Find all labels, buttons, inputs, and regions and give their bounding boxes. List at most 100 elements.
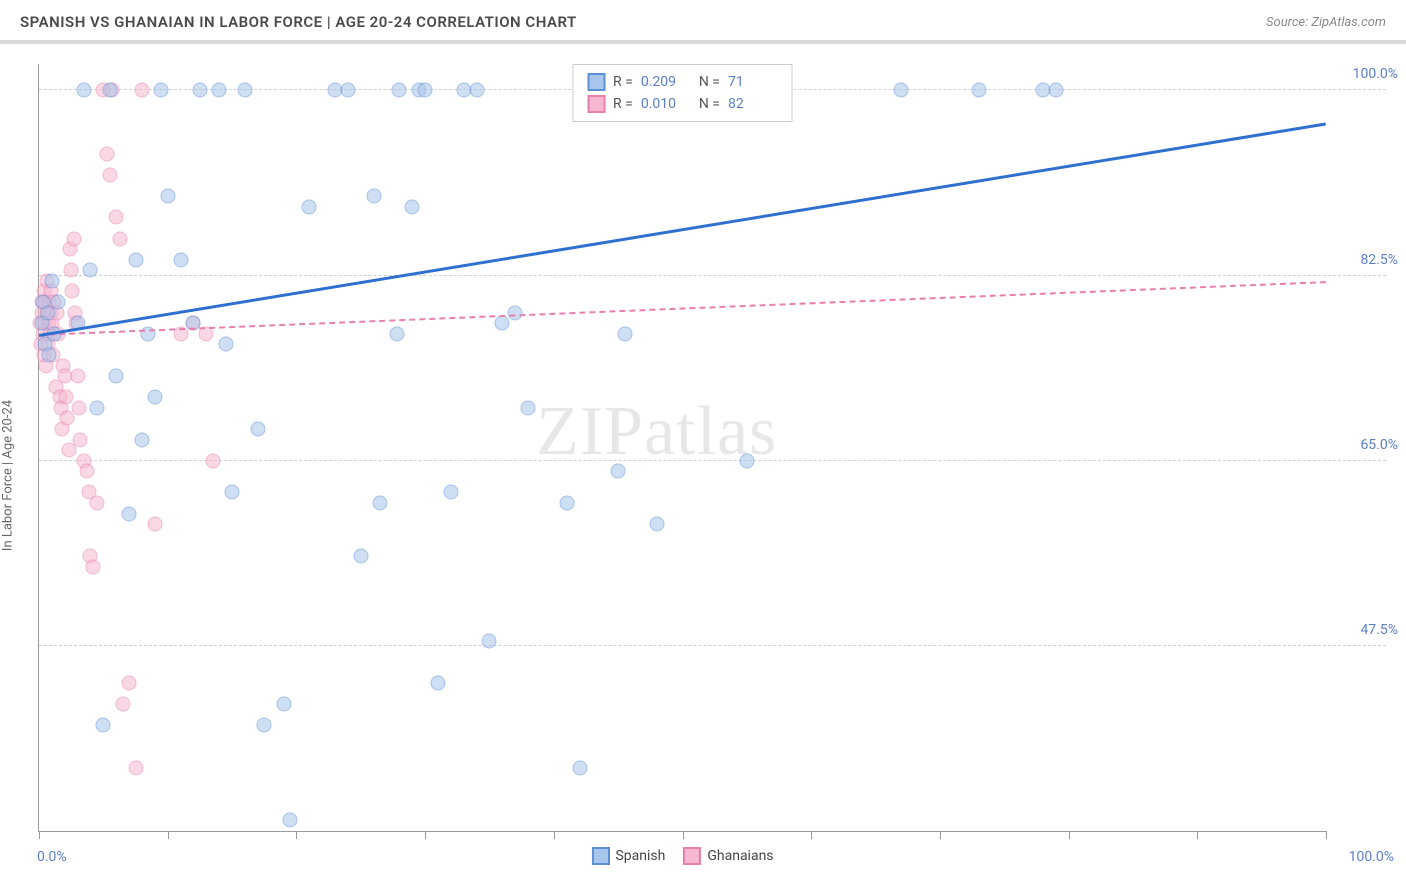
scatter-point-spanish — [122, 506, 137, 521]
scatter-point-spanish — [257, 718, 272, 733]
scatter-point-spanish — [128, 252, 143, 267]
scatter-point-ghanaian — [61, 443, 76, 458]
scatter-point-spanish — [302, 199, 317, 214]
scatter-point-ghanaian — [89, 496, 104, 511]
r-value: 0.209 — [641, 74, 691, 90]
x-tick — [296, 831, 297, 839]
legend-swatch-icon — [683, 847, 701, 865]
scatter-point-ghanaian — [113, 231, 128, 246]
scatter-point-ghanaian — [147, 517, 162, 532]
legend-stat-row: R =0.010N =82 — [587, 93, 778, 115]
y-tick-label: 82.5% — [1332, 252, 1398, 268]
scatter-point-spanish — [276, 697, 291, 712]
legend-series-item: Ghanaians — [683, 847, 773, 865]
scatter-point-ghanaian — [100, 146, 115, 161]
scatter-point-spanish — [971, 83, 986, 98]
x-tick — [168, 831, 169, 839]
scatter-point-spanish — [649, 517, 664, 532]
x-tick — [425, 831, 426, 839]
gridline — [39, 645, 1386, 646]
scatter-point-ghanaian — [115, 697, 130, 712]
scatter-point-spanish — [559, 496, 574, 511]
watermark-bold: ZIP — [536, 393, 644, 470]
scatter-point-ghanaian — [64, 263, 79, 278]
source-attribution: Source: ZipAtlas.com — [1266, 15, 1386, 30]
scatter-point-ghanaian — [205, 453, 220, 468]
legend-series-item: Spanish — [591, 847, 665, 865]
scatter-point-spanish — [495, 316, 510, 331]
scatter-point-ghanaian — [70, 369, 85, 384]
scatter-point-spanish — [96, 718, 111, 733]
scatter-point-spanish — [51, 295, 66, 310]
watermark-rest: atlas — [644, 393, 777, 470]
scatter-point-ghanaian — [71, 400, 86, 415]
scatter-point-ghanaian — [109, 210, 124, 225]
scatter-point-ghanaian — [73, 432, 88, 447]
scatter-point-spanish — [89, 400, 104, 415]
scatter-point-ghanaian — [128, 760, 143, 775]
plot-container: In Labor Force | Age 20-24 R =0.209N =71… — [0, 44, 1406, 892]
scatter-point-spanish — [389, 326, 404, 341]
correlation-legend: R =0.209N =71R =0.010N =82 — [572, 64, 793, 122]
scatter-point-ghanaian — [66, 231, 81, 246]
n-label: N = — [699, 96, 720, 112]
chart-header: SPANISH VS GHANAIAN IN LABOR FORCE | AGE… — [0, 0, 1406, 44]
scatter-point-spanish — [77, 83, 92, 98]
x-tick — [940, 831, 941, 839]
n-label: N = — [699, 74, 720, 90]
scatter-point-spanish — [212, 83, 227, 98]
scatter-point-spanish — [218, 337, 233, 352]
scatter-point-spanish — [366, 189, 381, 204]
legend-series-label: Ghanaians — [707, 848, 773, 864]
scatter-point-spanish — [739, 453, 754, 468]
scatter-point-ghanaian — [122, 675, 137, 690]
x-tick — [554, 831, 555, 839]
scatter-point-spanish — [42, 347, 57, 362]
scatter-point-spanish — [469, 83, 484, 98]
scatter-point-spanish — [521, 400, 536, 415]
x-tick — [811, 831, 812, 839]
y-tick-label: 65.0% — [1332, 437, 1398, 453]
scatter-point-spanish — [508, 305, 523, 320]
y-tick-label: 47.5% — [1332, 622, 1398, 638]
scatter-point-spanish — [173, 252, 188, 267]
scatter-point-spanish — [1048, 83, 1063, 98]
n-value: 71 — [728, 74, 778, 90]
x-tick — [1197, 831, 1198, 839]
x-tick — [1069, 831, 1070, 839]
x-tick — [1326, 831, 1327, 839]
n-value: 82 — [728, 96, 778, 112]
chart-title: SPANISH VS GHANAIAN IN LABOR FORCE | AGE… — [20, 13, 577, 31]
scatter-point-spanish — [482, 633, 497, 648]
legend-swatch-icon — [587, 73, 605, 91]
scatter-point-spanish — [160, 189, 175, 204]
scatter-point-ghanaian — [65, 284, 80, 299]
scatter-point-spanish — [237, 83, 252, 98]
scatter-point-ghanaian — [79, 464, 94, 479]
scatter-point-ghanaian — [134, 83, 149, 98]
scatter-point-spanish — [894, 83, 909, 98]
scatter-point-spanish — [373, 496, 388, 511]
y-tick-label: 100.0% — [1332, 66, 1398, 82]
x-axis-max-label: 100.0% — [1349, 849, 1394, 865]
legend-series-label: Spanish — [615, 848, 665, 864]
legend-stat-row: R =0.209N =71 — [587, 71, 778, 93]
gridline — [39, 460, 1386, 461]
scatter-point-spanish — [392, 83, 407, 98]
trend-line-ghanaian — [39, 281, 1326, 336]
series-legend: Spanish Ghanaians — [591, 847, 773, 865]
scatter-point-spanish — [102, 83, 117, 98]
trend-line-spanish — [39, 122, 1326, 337]
scatter-point-spanish — [282, 813, 297, 828]
scatter-point-spanish — [83, 263, 98, 278]
r-value: 0.010 — [641, 96, 691, 112]
legend-swatch-icon — [591, 847, 609, 865]
x-axis-min-label: 0.0% — [37, 849, 67, 865]
scatter-point-spanish — [617, 326, 632, 341]
scatter-point-spanish — [611, 464, 626, 479]
legend-swatch-icon — [587, 95, 605, 113]
plot-area: R =0.209N =71R =0.010N =82 ZIPatlas 0.0%… — [38, 64, 1326, 832]
scatter-point-spanish — [443, 485, 458, 500]
scatter-point-spanish — [353, 548, 368, 563]
scatter-point-ghanaian — [102, 168, 117, 183]
